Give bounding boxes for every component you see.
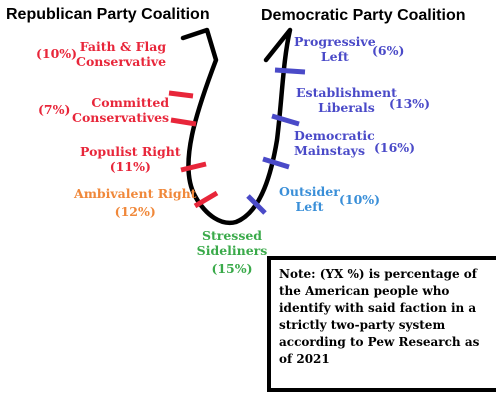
u-curve-line [180, 27, 293, 226]
note-box: Note: (YX %) is percentage of the Americ… [267, 256, 496, 392]
ambivalent-line1: Ambivalent Right [74, 186, 197, 201]
tick-establishment-progressive [274, 67, 306, 75]
committed-line1: Committed [91, 95, 170, 110]
establishment-pct: (13%) [389, 96, 431, 111]
faction-stressed: Stressed Sideliners (15%) [192, 228, 272, 276]
tick-mainstays-establishment [271, 113, 300, 127]
outsider-pct: (10%) [339, 192, 381, 207]
faith-flag-line1: Faith & Flag [79, 39, 167, 54]
faction-populist: Populist Right (11%) [80, 144, 181, 174]
committed-line2: Conservatives [72, 110, 170, 125]
faction-mainstays: Democratic Mainstays [294, 128, 375, 158]
democratic-coalition-title: Democratic Party Coalition [261, 7, 466, 24]
tick-outsider-mainstays [262, 156, 290, 170]
populist-line1: Populist Right [80, 144, 181, 159]
outsider-line2: Left [295, 199, 324, 214]
note-text: Note: (YX %) is percentage of the Americ… [279, 267, 480, 366]
faction-establishment: Establishment Liberals [296, 85, 397, 115]
faction-faith-flag: Faith & Flag Conservative [76, 39, 166, 69]
tick-committed-populist [170, 117, 197, 127]
mainstays-pct: (16%) [374, 140, 416, 155]
ambivalent-pct: (12%) [114, 204, 156, 219]
progressive-line1: Progressive [294, 34, 376, 49]
faction-committed: Committed Conservatives [72, 95, 169, 125]
stressed-pct: (15%) [211, 261, 253, 276]
mainstays-line1: Democratic [294, 128, 375, 143]
mainstays-line2: Mainstays [294, 143, 365, 158]
committed-pct: (7%) [38, 102, 71, 117]
republican-coalition-title: Republican Party Coalition [6, 6, 210, 23]
tick-faith-committed [168, 90, 194, 99]
faction-outsider: Outsider Left [279, 184, 340, 214]
progressive-pct: (6%) [372, 43, 405, 58]
tick-ambivalent-stressed [193, 190, 219, 209]
populist-pct: (11%) [109, 159, 151, 174]
tick-populist-ambivalent [180, 161, 207, 173]
faction-progressive: Progressive Left [294, 34, 376, 64]
faith-flag-line2: Conservative [76, 54, 167, 69]
tick-stressed-outsider [246, 194, 267, 215]
stressed-line1: Stressed [201, 228, 263, 243]
faith-flag-pct: (10%) [36, 46, 78, 61]
outsider-line1: Outsider [279, 184, 340, 199]
establishment-line2: Liberals [318, 100, 375, 115]
faction-ambivalent: Ambivalent Right (12%) [74, 186, 196, 219]
progressive-line2: Left [320, 49, 349, 64]
establishment-line1: Establishment [296, 85, 397, 100]
stressed-line2: Sideliners [196, 243, 268, 258]
